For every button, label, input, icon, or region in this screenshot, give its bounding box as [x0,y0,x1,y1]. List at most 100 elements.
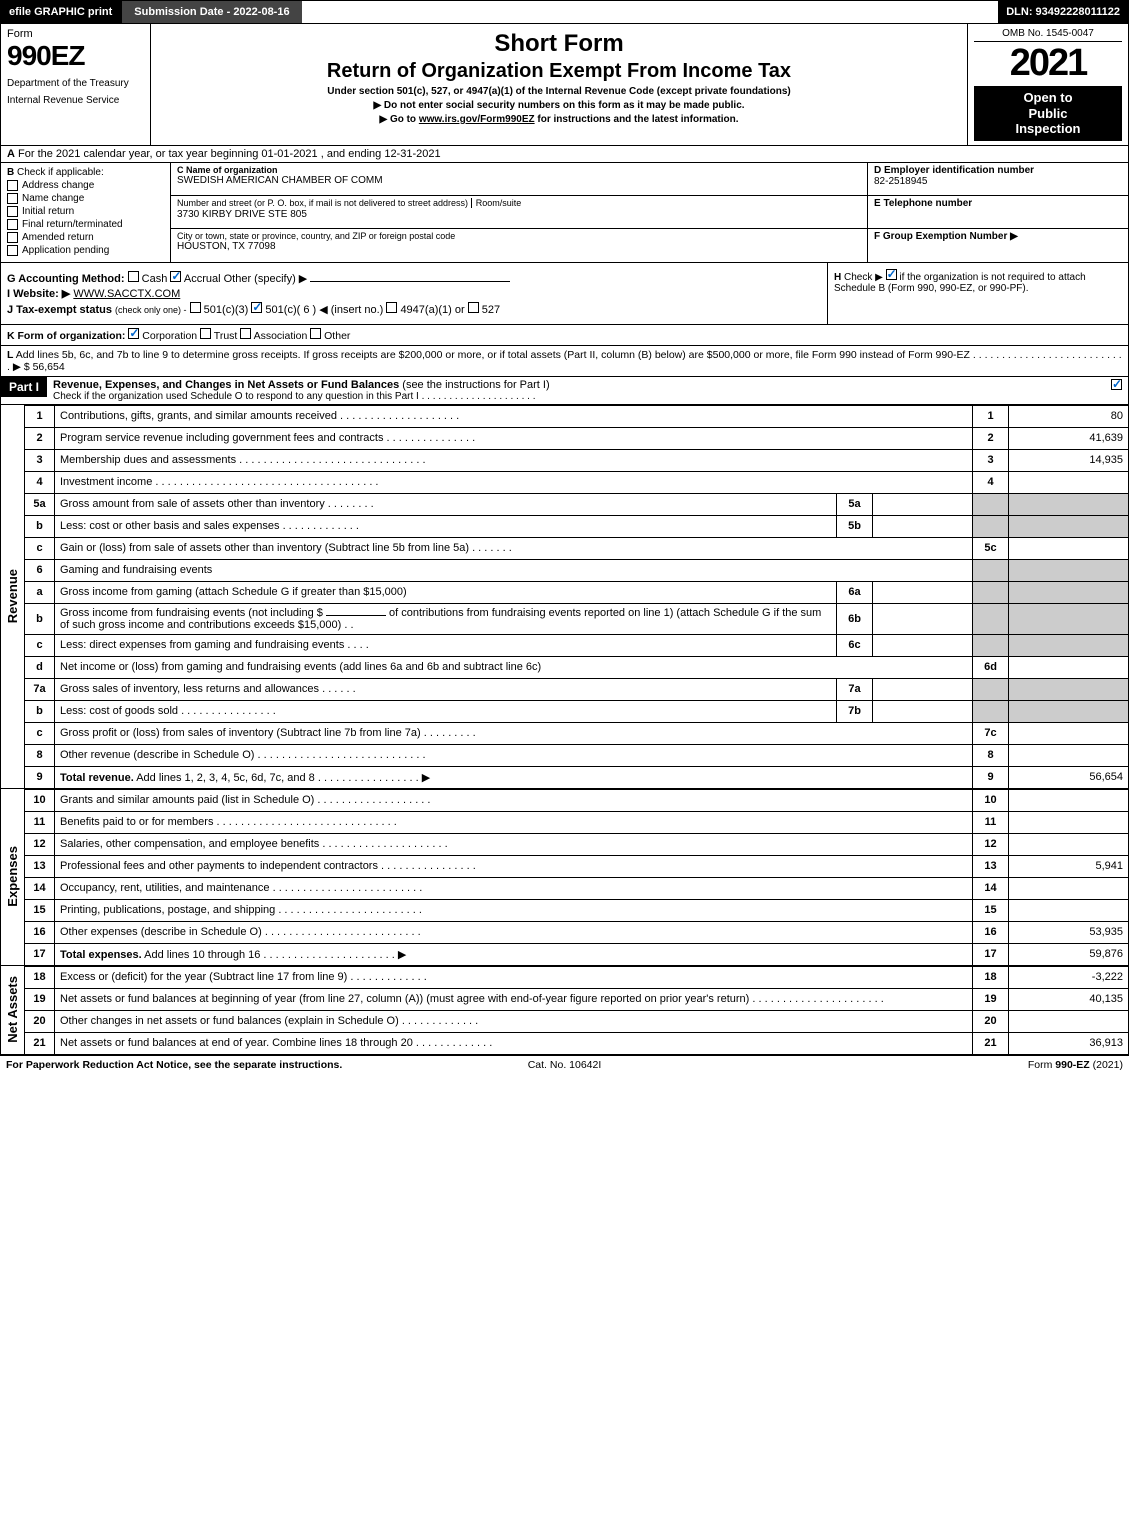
desc-text: Gross amount from sale of assets other t… [60,498,325,510]
line-key-shade [973,603,1009,634]
line-num: d [25,656,55,678]
chk-schedule-o[interactable] [1111,379,1122,390]
checkbox-icon[interactable] [7,232,18,243]
line-num: c [25,722,55,744]
contrib-blank[interactable] [326,615,386,616]
subtitle-goto: ▶ Go to www.irs.gov/Form990EZ for instru… [159,114,959,125]
part-i-check-label: Check if the organization used Schedule … [53,391,419,402]
efile-label[interactable]: efile GRAPHIC print [1,1,120,23]
chk-4947[interactable] [386,302,397,313]
irs-link[interactable]: www.irs.gov/Form990EZ [419,114,535,125]
chk-name-change[interactable]: Name change [7,193,164,204]
chk-schedule-b[interactable] [886,269,897,280]
line-val: -3,222 [1009,966,1129,988]
chk-address-change[interactable]: Address change [7,180,164,191]
line-key: 15 [973,899,1009,921]
chk-final-return[interactable]: Final return/terminated [7,219,164,230]
chk-cash[interactable] [128,271,139,282]
line-9: 9 Total revenue. Add lines 1, 2, 3, 4, 5… [25,766,1129,788]
row-l-gross-receipts: L Add lines 5b, 6c, and 7b to line 9 to … [0,346,1129,377]
chk-corporation[interactable] [128,328,139,339]
checkbox-icon[interactable] [7,193,18,204]
line-val-shade [1009,559,1129,581]
chk-application-pending[interactable]: Application pending [7,245,164,256]
desc-text: Program service revenue including govern… [60,432,383,444]
cell-address: Number and street (or P. O. box, if mail… [171,196,867,229]
line-subkey: 7b [837,700,873,722]
line-subkey: 5b [837,515,873,537]
header-center: Short Form Return of Organization Exempt… [151,24,968,145]
chk-501c3[interactable] [190,302,201,313]
top-bar: efile GRAPHIC print Submission Date - 20… [0,0,1129,24]
badge-line2: Public [976,106,1120,122]
j-label: J Tax-exempt status [7,304,112,316]
line-val [1009,789,1129,811]
opt-4947: 4947(a)(1) or [400,304,464,316]
other-specify-line[interactable] [310,281,510,282]
line-val: 59,876 [1009,943,1129,965]
chk-initial-return[interactable]: Initial return [7,206,164,217]
chk-trust[interactable] [200,328,211,339]
line-desc: Occupancy, rent, utilities, and maintena… [55,877,973,899]
line-desc: Program service revenue including govern… [55,427,973,449]
desc-text: Investment income [60,476,152,488]
chk-label: Final return/terminated [22,219,123,230]
line-val [1009,537,1129,559]
line-val [1009,811,1129,833]
line-num: 19 [25,988,55,1010]
line-key: 11 [973,811,1009,833]
line-num: 8 [25,744,55,766]
line-desc: Benefits paid to or for members . . . . … [55,811,973,833]
opt-association: Association [254,330,308,342]
line-3: 3 Membership dues and assessments . . . … [25,449,1129,471]
b-label: B [7,167,14,178]
l-amount: $ 56,654 [24,361,65,373]
header-left: Form 990EZ Department of the Treasury In… [1,24,151,145]
chk-501c[interactable] [251,302,262,313]
line-key: 4 [973,471,1009,493]
line-val-shade [1009,603,1129,634]
line-desc: Net assets or fund balances at beginning… [55,988,973,1010]
chk-label: Name change [22,193,84,204]
line-6d: d Net income or (loss) from gaming and f… [25,656,1129,678]
desc-text: Other revenue (describe in Schedule O) [60,749,254,761]
line-key-shade [973,678,1009,700]
line-7a: 7a Gross sales of inventory, less return… [25,678,1129,700]
col-b-checkboxes: B Check if applicable: Address change Na… [1,163,171,262]
part-i-title-sub: (see the instructions for Part I) [402,379,549,391]
chk-other-org[interactable] [310,328,321,339]
chk-association[interactable] [240,328,251,339]
line-desc: Excess or (deficit) for the year (Subtra… [55,966,973,988]
line-val-shade [1009,700,1129,722]
line-subval [873,603,973,634]
page-footer: For Paperwork Reduction Act Notice, see … [0,1055,1129,1074]
line-5b: b Less: cost or other basis and sales ex… [25,515,1129,537]
dln-label: DLN: 93492228011122 [998,1,1128,23]
checkbox-icon[interactable] [7,206,18,217]
checkbox-icon[interactable] [7,180,18,191]
net-assets-tab-label: Net Assets [5,976,20,1043]
desc-text: Professional fees and other payments to … [60,860,378,872]
line-val-shade [1009,581,1129,603]
line-num: 3 [25,449,55,471]
desc-text: Other expenses (describe in Schedule O) [60,926,262,938]
goto-prefix: ▶ Go to [379,114,418,125]
checkbox-icon[interactable] [7,219,18,230]
form-header: Form 990EZ Department of the Treasury In… [0,24,1129,146]
website-value[interactable]: WWW.SACCTX.COM [73,288,180,300]
desc-text: Gross profit or (loss) from sales of inv… [60,727,421,739]
line-2: 2 Program service revenue including gove… [25,427,1129,449]
desc-text: Printing, publications, postage, and shi… [60,904,275,916]
chk-527[interactable] [468,302,479,313]
line-1: 1 Contributions, gifts, grants, and simi… [25,405,1129,427]
cell-city: City or town, state or province, country… [171,229,867,261]
line-desc: Net income or (loss) from gaming and fun… [55,656,973,678]
chk-accrual[interactable] [170,271,181,282]
desc-text: Net assets or fund balances at end of ye… [60,1037,413,1049]
line-key-shade [973,700,1009,722]
chk-amended-return[interactable]: Amended return [7,232,164,243]
line-6a: a Gross income from gaming (attach Sched… [25,581,1129,603]
opt-527: 527 [482,304,500,316]
checkbox-icon[interactable] [7,245,18,256]
line-val: 40,135 [1009,988,1129,1010]
